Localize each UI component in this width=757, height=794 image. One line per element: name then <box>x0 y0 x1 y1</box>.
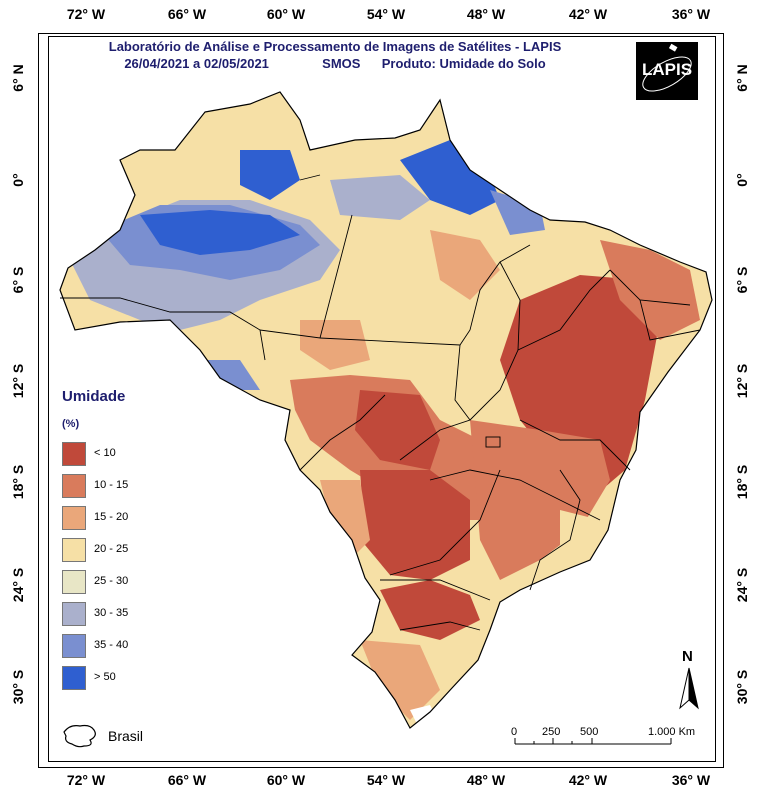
date-range: 26/04/2021 a 02/05/2021 <box>124 56 269 71</box>
scale-label: 0 <box>511 726 518 738</box>
legend-swatch <box>62 506 86 530</box>
product-label: Produto: Umidade do Solo <box>381 56 546 71</box>
lapis-logo: LAPIS <box>636 42 698 100</box>
brazil-outline-icon <box>63 724 96 748</box>
lon-tick-bottom: 66° W <box>167 772 207 788</box>
legend-label: 10 - 15 <box>94 479 129 491</box>
scale-label: 500 <box>580 726 599 738</box>
lon-tick-bottom: 48° W <box>466 772 506 788</box>
lon-tick-top: 66° W <box>167 6 207 22</box>
title-line-info: 26/04/2021 a 02/05/2021 SMOS Produto: Um… <box>55 55 615 72</box>
satellite-orbit-icon <box>642 43 692 92</box>
scale-bar-graphic <box>514 738 672 745</box>
legend-label: 25 - 30 <box>94 575 129 587</box>
legend-label: 35 - 40 <box>94 639 129 651</box>
brasil-legend-label: Brasil <box>108 728 144 744</box>
scale-label: 250 <box>542 726 561 738</box>
scale-label: 1.000 Km <box>648 726 696 738</box>
legend-swatch <box>62 602 86 626</box>
lon-tick-top: 60° W <box>266 6 306 22</box>
north-arrow-icon <box>679 667 699 710</box>
sensor-label: SMOS <box>322 56 361 71</box>
legend-swatch <box>62 442 86 466</box>
legend-label: < 10 <box>94 447 116 459</box>
legend-swatch <box>62 666 86 690</box>
moisture-raster <box>60 92 712 728</box>
legend-label: 30 - 35 <box>94 607 129 619</box>
lon-tick-bottom: 72° W <box>66 772 106 788</box>
north-arrow: N <box>674 648 704 710</box>
legend-swatch <box>62 634 86 658</box>
legend-title: Umidade <box>62 388 126 405</box>
north-label: N <box>682 648 693 665</box>
map-title: Laboratório de Análise e Processamento d… <box>55 38 615 72</box>
legend-unit: (%) <box>62 418 80 430</box>
scale-bar: 0 250 500 1.000 Km <box>505 722 715 762</box>
title-line-lab: Laboratório de Análise e Processamento d… <box>108 39 562 54</box>
lon-tick-bottom: 54° W <box>366 772 406 788</box>
legend-swatch <box>62 538 86 562</box>
lon-tick-bottom: 42° W <box>568 772 608 788</box>
lon-tick-top: 36° W <box>671 6 711 22</box>
state-borders <box>60 174 701 631</box>
legend-swatch <box>62 570 86 594</box>
lon-tick-top: 48° W <box>466 6 506 22</box>
lon-tick-bottom: 36° W <box>671 772 711 788</box>
legend-label: > 50 <box>94 671 116 683</box>
legend-swatch <box>62 474 86 498</box>
legend-label: 15 - 20 <box>94 511 129 523</box>
map-inner-frame <box>48 36 716 762</box>
legend-label: 20 - 25 <box>94 543 129 555</box>
lon-tick-bottom: 60° W <box>266 772 306 788</box>
lon-tick-top: 42° W <box>568 6 608 22</box>
lon-tick-top: 72° W <box>66 6 106 22</box>
brasil-legend: Brasil <box>60 722 143 755</box>
lon-tick-top: 54° W <box>366 6 406 22</box>
logo-text: LAPIS <box>641 60 693 79</box>
